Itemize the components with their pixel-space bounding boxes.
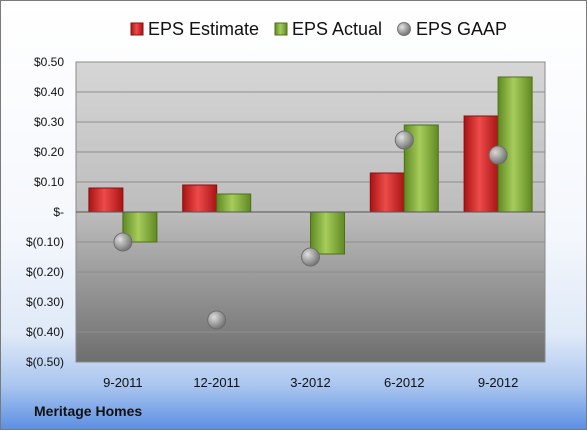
x-tick-label: 6-2012 [384, 375, 424, 390]
point-gaap [207, 310, 227, 330]
point-gaap [488, 145, 508, 165]
legend-label-estimate: EPS Estimate [148, 19, 259, 39]
bar-estimate [369, 172, 405, 213]
y-tick-label: $0.10 [34, 175, 64, 189]
y-tick-label: $(0.40) [26, 325, 64, 339]
point-gaap [301, 247, 320, 267]
y-tick-label: $0.50 [34, 55, 64, 69]
bar-estimate [182, 184, 218, 213]
legend-swatch-estimate [130, 22, 144, 36]
y-tick-label: $(0.30) [26, 295, 64, 309]
x-axis: 9-2011 12-2011 3-2012 6-2012 9-2012 [103, 375, 518, 390]
bars [88, 76, 533, 255]
y-tick-label: $0.30 [34, 115, 64, 129]
bar-estimate [88, 187, 124, 213]
bar-actual [497, 76, 533, 213]
bar-actual [216, 193, 252, 213]
legend-label-gaap: EPS GAAP [416, 19, 507, 39]
point-gaap [113, 232, 133, 252]
y-axis: $0.50 $0.40 $0.30 $0.20 $0.10 $- $(0.10) $(0.20… [26, 55, 64, 369]
legend-swatch-actual [274, 22, 288, 36]
x-tick-label: 3-2012 [290, 375, 330, 390]
x-tick-label: 9-2011 [103, 375, 143, 390]
x-tick-label: 9-2012 [478, 375, 518, 390]
company-name: Meritage Homes [34, 403, 143, 419]
bar-actual [310, 211, 345, 255]
y-tick-label: $0.20 [34, 145, 64, 159]
legend-marker-gaap [397, 22, 411, 36]
legend-label-actual: EPS Actual [292, 19, 382, 39]
y-tick-label: $(0.50) [26, 355, 64, 369]
y-tick-label: $(0.20) [26, 265, 64, 279]
y-tick-label: $- [53, 205, 64, 219]
x-tick-label: 12-2011 [193, 375, 240, 390]
bar-estimate [463, 115, 499, 213]
legend: EPS Estimate EPS Actual EPS GAAP [130, 19, 507, 39]
y-tick-label: $0.40 [34, 85, 64, 99]
y-tick-label: $(0.10) [26, 235, 64, 249]
point-gaap [394, 130, 414, 150]
gaap-points [113, 130, 508, 330]
